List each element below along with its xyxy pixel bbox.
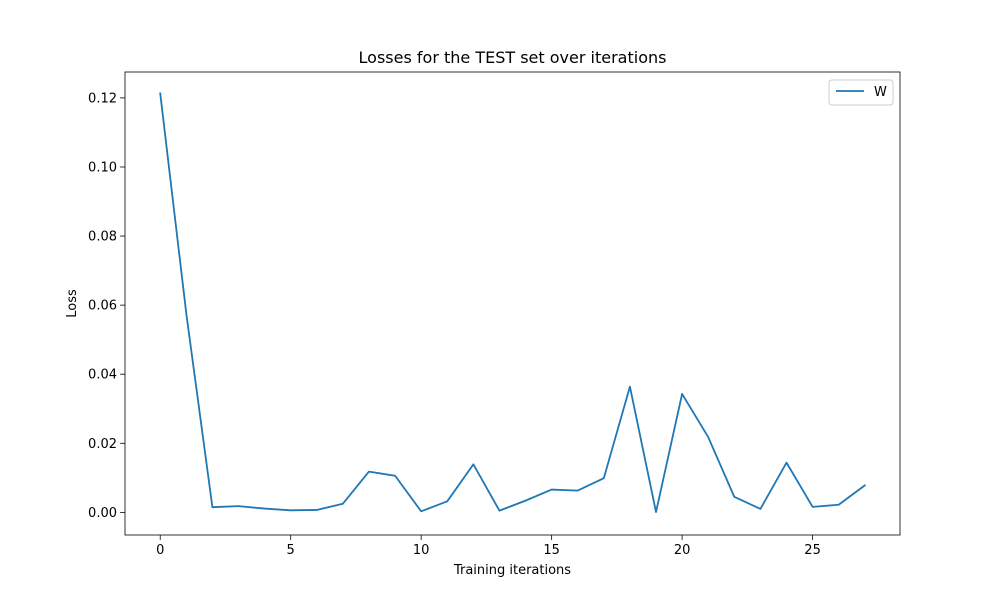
x-tick-label: 10	[413, 543, 430, 558]
x-tick-label: 25	[804, 543, 821, 558]
x-tick-label: 20	[674, 543, 691, 558]
plot-frame	[124, 71, 901, 536]
legend: W	[828, 79, 894, 106]
legend-label: W	[874, 85, 887, 100]
y-tick-label: 0.02	[88, 437, 117, 452]
y-tick-label: 0.08	[88, 230, 117, 245]
x-tick-label: 15	[543, 543, 560, 558]
y-tick-label: 0.10	[88, 160, 117, 175]
x-tick-label: 0	[156, 543, 164, 558]
chart-title: Losses for the TEST set over iterations	[359, 48, 667, 67]
y-axis-label: Loss	[65, 289, 80, 318]
y-tick-label: 0.12	[88, 91, 117, 106]
x-tick-label: 5	[287, 543, 295, 558]
legend-box	[828, 79, 894, 106]
y-tick-label: 0.00	[88, 506, 117, 521]
series-layer	[159, 92, 867, 513]
y-axis: 0.00 0.02 0.04 0.06 0.08 0.10 0.12	[88, 91, 125, 521]
y-tick-label: 0.04	[88, 368, 117, 383]
x-axis: 0 5 10 15 20 25	[156, 535, 821, 558]
series-line-w	[159, 92, 867, 513]
y-tick-label: 0.06	[88, 299, 117, 314]
x-axis-label: Training iterations	[453, 563, 571, 578]
